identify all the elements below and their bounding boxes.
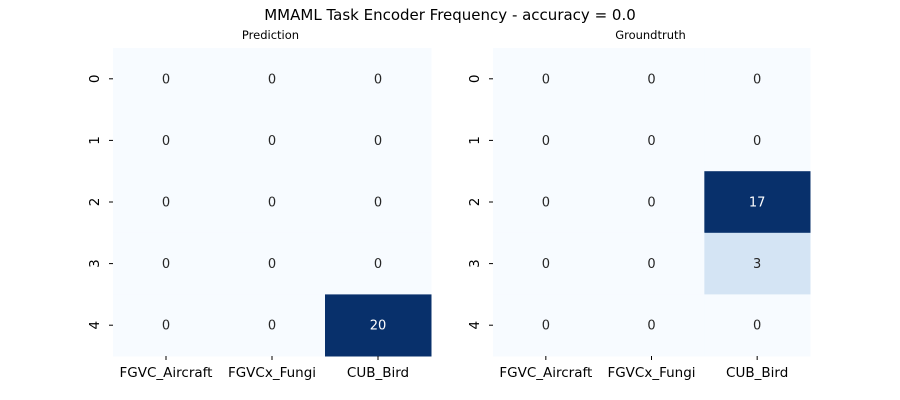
heatmap-cell [219, 109, 326, 172]
cell-value-label: 0 [647, 72, 655, 87]
y-tick-label: 0 [467, 75, 483, 84]
y-axis: 0 1 2 3 4 [87, 75, 113, 330]
heatmap-cell [598, 109, 705, 172]
heatmap-cell [493, 48, 600, 111]
cell-value-label: 0 [753, 319, 761, 334]
heatmap-cell [493, 232, 600, 295]
y-tick-label: 3 [87, 259, 103, 268]
x-axis: FGVC_Aircraft FGVCx_Fungi CUB_Bird [499, 356, 788, 381]
cell-value-label: 0 [542, 319, 550, 334]
heatmap-cell [704, 232, 811, 295]
heatmap-panel-groundtruth: Groundtruth 0 0 0 0 0 0 0 0 17 0 0 3 0 0 0 FGVC_Aircra… [467, 28, 811, 381]
heatmap-cell [113, 171, 220, 234]
cell-value-label: 0 [374, 257, 382, 272]
cell-value-label: 0 [268, 196, 276, 211]
heatmap-cell [219, 294, 326, 357]
heatmap-cell [113, 232, 220, 295]
cell-value-label: 3 [753, 257, 761, 272]
panel-title-groundtruth: Groundtruth [615, 28, 686, 42]
heatmap-cell [325, 294, 432, 357]
heatmap-cell [493, 171, 600, 234]
cell-value-label: 0 [162, 72, 170, 87]
cell-value-label: 0 [647, 196, 655, 211]
heatmap-cell [598, 294, 705, 357]
cell-value-label: 0 [374, 134, 382, 149]
y-tick-label: 4 [87, 321, 103, 330]
cell-value-label: 0 [647, 257, 655, 272]
y-axis: 0 1 2 3 4 [467, 75, 493, 330]
cell-value-label: 0 [542, 257, 550, 272]
heatmap-cell [113, 109, 220, 172]
x-tick-label: FGVC_Aircraft [120, 365, 213, 381]
heatmap-cell [704, 48, 811, 111]
y-tick-label: 3 [467, 259, 483, 268]
heatmap-cell [113, 48, 220, 111]
x-tick-label: CUB_Bird [726, 365, 788, 381]
x-tick-label: FGVC_Aircraft [499, 365, 592, 381]
heatmap-cell [325, 48, 432, 111]
cell-value-label: 0 [374, 196, 382, 211]
cell-value-label: 0 [753, 72, 761, 87]
y-tick-label: 2 [467, 198, 483, 207]
cell-value-label: 0 [647, 134, 655, 149]
cell-value-label: 0 [268, 72, 276, 87]
heatmap-cell [325, 171, 432, 234]
heatmap-cell [704, 171, 811, 234]
cell-value-label: 0 [162, 257, 170, 272]
heatmap-cells: 0 0 0 0 0 0 0 0 17 0 0 3 0 0 0 [493, 48, 811, 357]
cell-value-label: 0 [162, 134, 170, 149]
x-tick-label: CUB_Bird [347, 365, 409, 381]
heatmap-cell [325, 109, 432, 172]
heatmap-cell [493, 109, 600, 172]
heatmap-cell [598, 232, 705, 295]
cell-value-label: 20 [370, 319, 387, 334]
cell-value-label: 0 [542, 196, 550, 211]
figure-title: MMAML Task Encoder Frequency - accuracy … [264, 6, 636, 24]
y-tick-label: 0 [87, 75, 103, 84]
cell-value-label: 17 [749, 196, 766, 211]
heatmap-cell [493, 294, 600, 357]
cell-value-label: 0 [162, 319, 170, 334]
heatmap-cell [704, 109, 811, 172]
cell-value-label: 0 [753, 134, 761, 149]
cell-value-label: 0 [268, 319, 276, 334]
heatmap-panel-prediction: Prediction 0 0 00 0 00 0 00 0 00 0 20 FGVC_Aircraf… [87, 28, 432, 381]
x-axis: FGVC_Aircraft FGVCx_Fungi CUB_Bird [120, 356, 409, 381]
heatmap-cell [598, 48, 705, 111]
cell-value-label: 0 [647, 319, 655, 334]
y-tick-label: 2 [87, 198, 103, 207]
cell-value-label: 0 [268, 257, 276, 272]
heatmap-cell [113, 294, 220, 357]
heatmap-cell [598, 171, 705, 234]
x-tick-label: FGVCx_Fungi [228, 365, 316, 381]
cell-value-label: 0 [542, 72, 550, 87]
heatmap-cell [219, 232, 326, 295]
heatmap-cells: 0 0 0 0 0 0 0 0 0 0 0 0 0 0 20 [113, 48, 432, 357]
y-tick-label: 4 [467, 321, 483, 330]
cell-value-label: 0 [162, 196, 170, 211]
cell-value-label: 0 [542, 134, 550, 149]
heatmap-cell [325, 232, 432, 295]
cell-value-label: 0 [374, 72, 382, 87]
y-tick-label: 1 [87, 136, 103, 145]
y-tick-label: 1 [467, 136, 483, 145]
heatmap-cell [704, 294, 811, 357]
cell-value-label: 0 [268, 134, 276, 149]
heatmap-cell [219, 48, 326, 111]
x-tick-label: FGVCx_Fungi [607, 365, 695, 381]
heatmap-cell [219, 171, 326, 234]
panel-title-prediction: Prediction [242, 28, 299, 42]
